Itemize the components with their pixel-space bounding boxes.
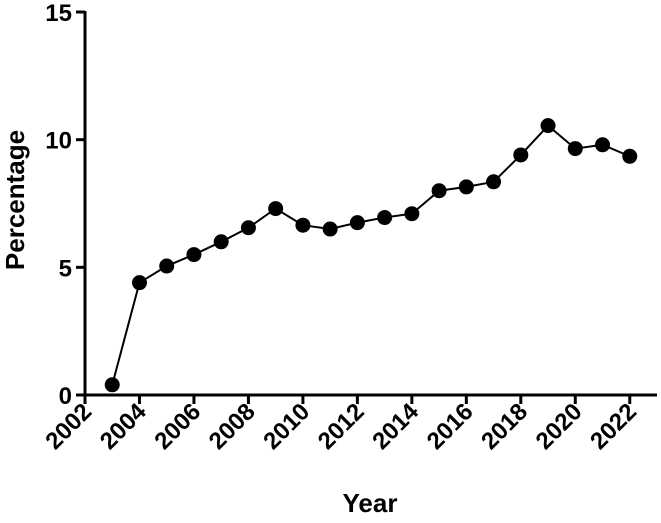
point [322,221,338,237]
x-tick-label: 2012 [313,398,370,455]
point [486,174,502,190]
x-tick-label: 2022 [585,398,642,455]
x-tick-label: 2004 [95,398,152,455]
point [458,179,474,195]
x-tick-label: 2016 [422,398,479,455]
y-tick-label: 15 [45,0,72,27]
x-tick-label: 2008 [204,398,261,455]
point [404,206,420,222]
point [540,118,556,134]
point [159,258,175,274]
y-axis-title: Percentage [0,130,30,270]
point [131,275,147,291]
x-tick-label: 2006 [149,398,206,455]
point [104,377,120,393]
point [377,210,393,226]
point [595,137,611,153]
x-tick-label: 2018 [476,398,533,455]
x-tick-label: 2014 [367,398,424,455]
point [622,148,638,164]
point [431,183,447,199]
y-tick-label: 10 [45,128,72,155]
x-tick-label: 2020 [531,398,588,455]
point [268,201,284,217]
point [567,141,583,157]
point [513,147,529,163]
x-tick-label: 2010 [258,398,315,455]
point [295,217,311,233]
point [349,215,365,231]
x-tick-label: 2002 [40,398,97,455]
y-tick-label: 0 [59,383,72,410]
x-axis-title: Year [343,488,398,518]
point [213,234,229,250]
y-tick-label: 5 [59,255,72,282]
point [240,220,256,236]
point [186,247,202,263]
